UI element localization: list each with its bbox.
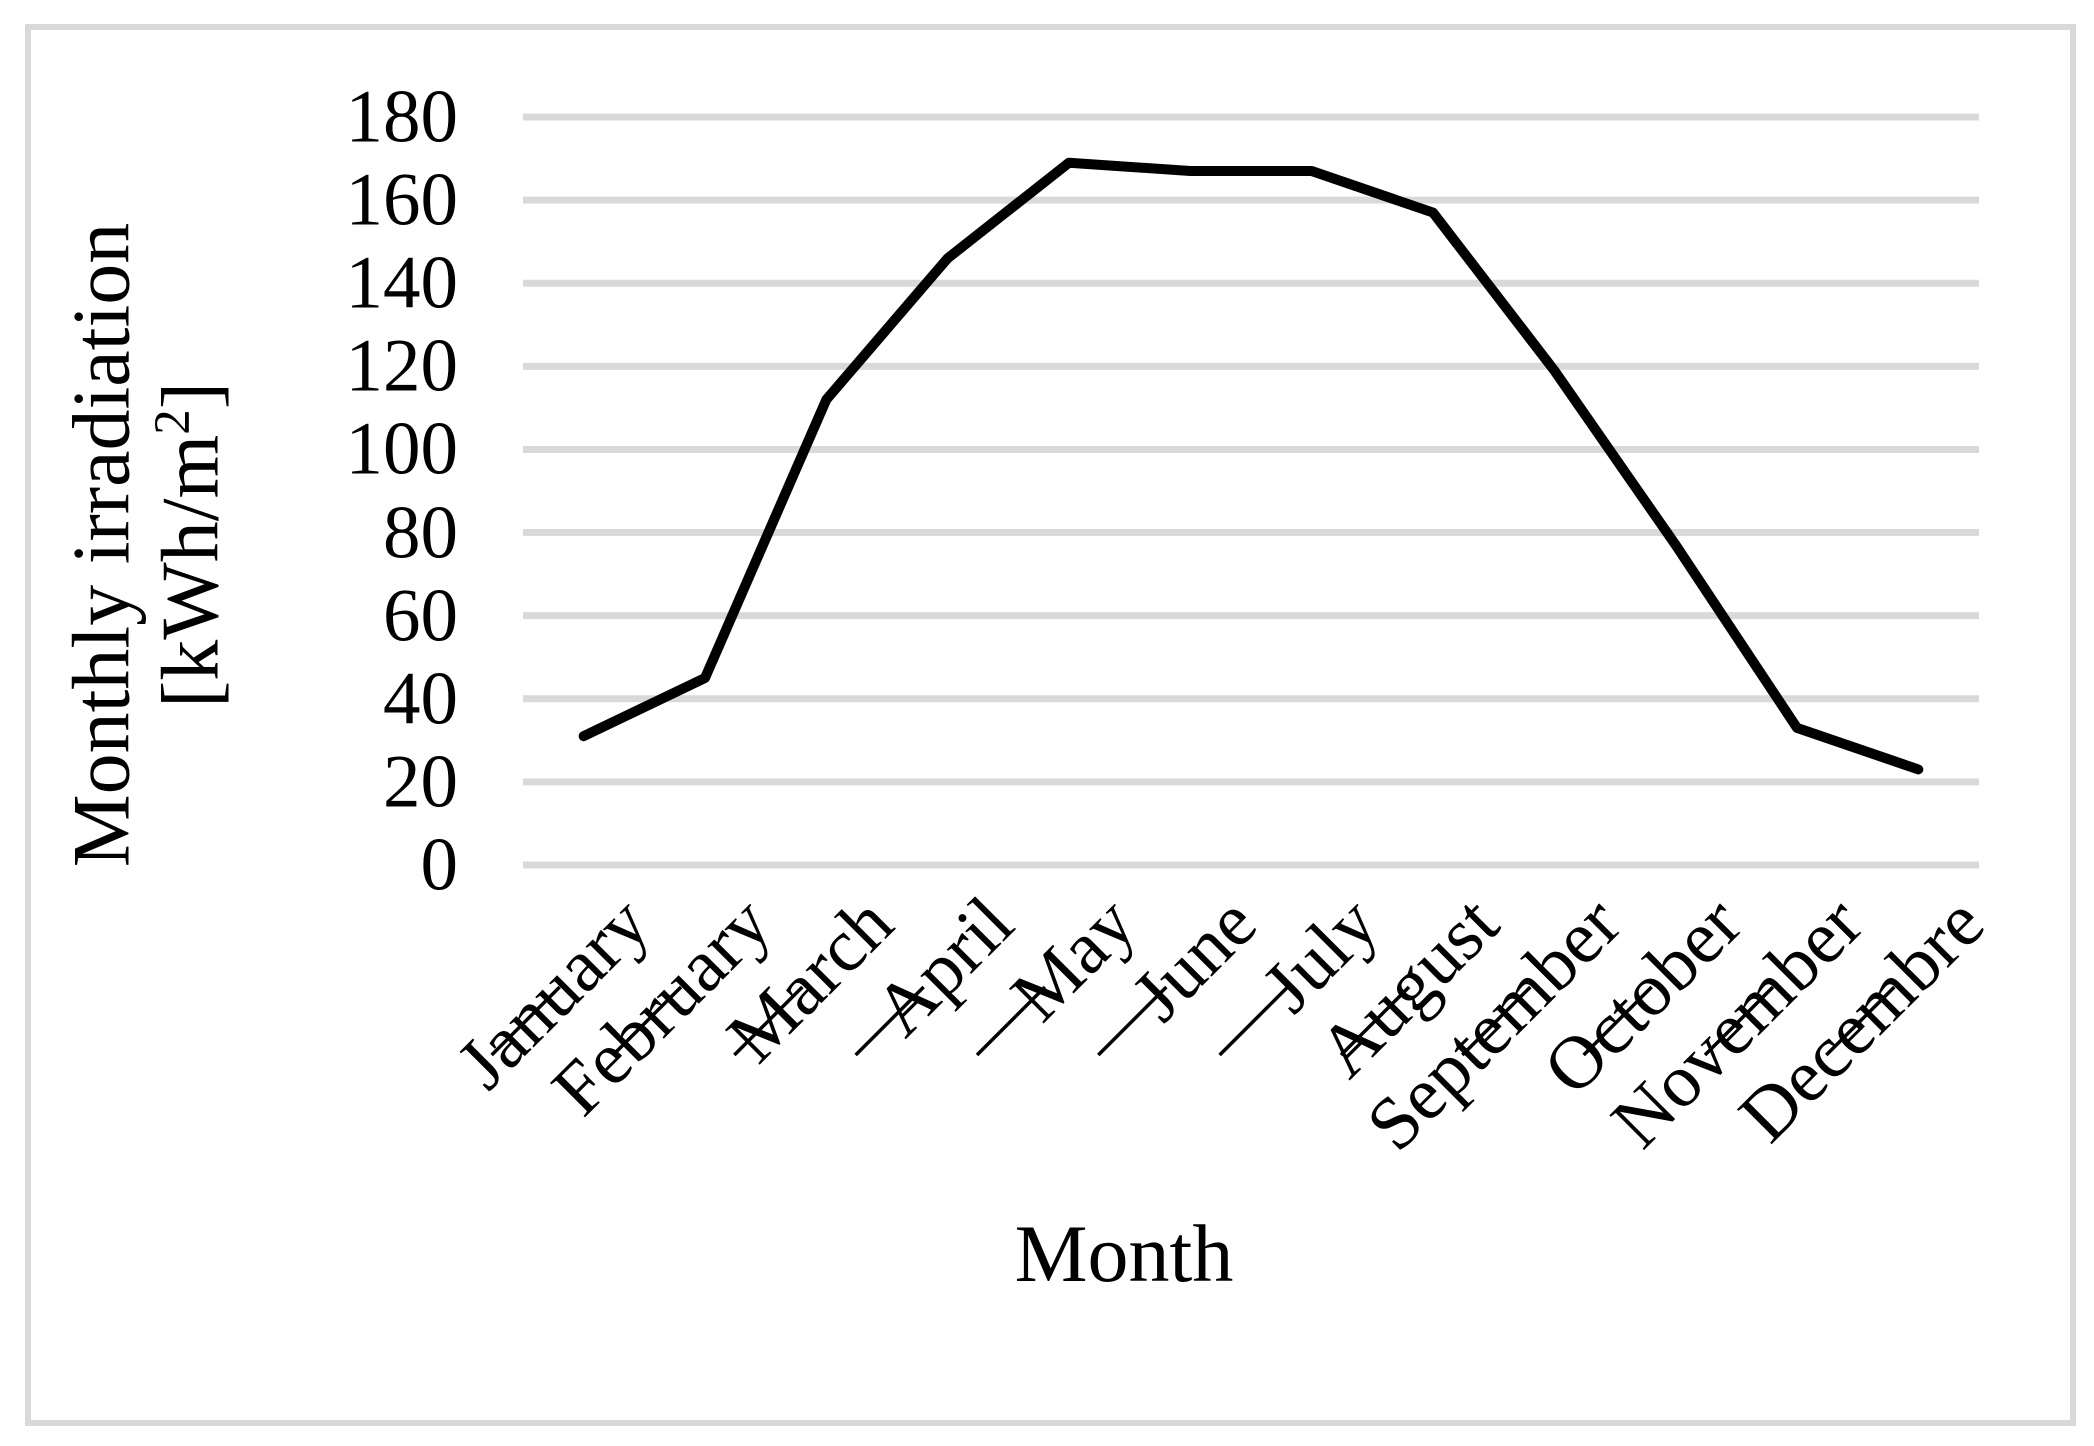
category-label-underline	[1097, 985, 1168, 1057]
y-tick-label: 140	[345, 241, 459, 325]
category-label-underline	[1339, 985, 1411, 1057]
y-tick-label: 80	[383, 491, 458, 575]
category-label-underline	[733, 985, 804, 1057]
category-label-underline	[1825, 985, 1896, 1057]
y-tick-label: 60	[383, 574, 458, 658]
y-axis-title-line2-post: ]	[144, 381, 235, 410]
category-label-underline	[611, 985, 683, 1057]
category-label-underline	[1703, 985, 1775, 1057]
category-label-underline	[1582, 985, 1653, 1057]
y-tick-label: 0	[420, 823, 459, 907]
chart-border	[25, 24, 2076, 1426]
y-tick-label: 160	[345, 158, 459, 242]
y-tick-label: 120	[345, 324, 459, 408]
irradiation-line	[578, 157, 1924, 775]
y-tick-label: 180	[345, 75, 459, 159]
y-axis-title-line1: Monthly irradiation	[55, 222, 147, 868]
category-label-underline	[490, 985, 561, 1057]
y-axis-title-superscript: 2	[143, 409, 200, 435]
category-label-underline	[1218, 985, 1289, 1057]
y-tick-label: 100	[345, 407, 459, 491]
category-label-underline	[975, 985, 1047, 1057]
y-tick-label: 40	[383, 657, 458, 741]
label-underlines	[490, 985, 1896, 1057]
gridlines	[523, 113, 1979, 869]
category-label-underline	[854, 985, 925, 1057]
y-axis-title-line2-pre: [kWh/m	[144, 434, 235, 709]
x-axis-title: Month	[1014, 1208, 1234, 1299]
category-label-underline	[1461, 985, 1532, 1057]
y-axis-title: Monthly irradiation [kWh/m2]	[55, 222, 235, 868]
y-tick-label: 20	[383, 740, 458, 824]
